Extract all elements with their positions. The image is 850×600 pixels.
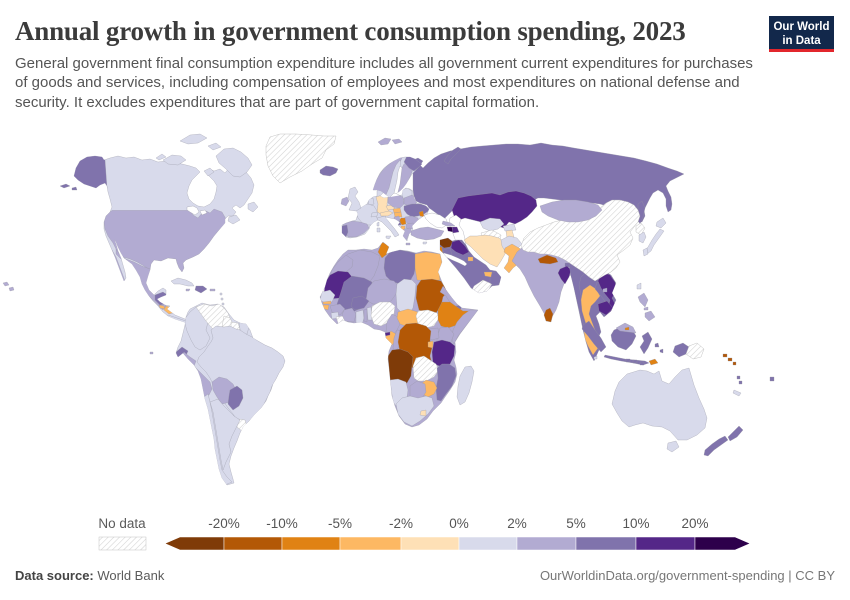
svg-text:-2%: -2% — [389, 516, 413, 531]
svg-text:10%: 10% — [622, 516, 649, 531]
svg-text:20%: 20% — [681, 516, 708, 531]
svg-text:-10%: -10% — [266, 516, 298, 531]
svg-text:-5%: -5% — [328, 516, 352, 531]
svg-text:No data: No data — [98, 516, 146, 531]
svg-text:0%: 0% — [449, 516, 469, 531]
svg-text:2%: 2% — [507, 516, 527, 531]
svg-text:5%: 5% — [566, 516, 586, 531]
svg-text:-20%: -20% — [208, 516, 240, 531]
